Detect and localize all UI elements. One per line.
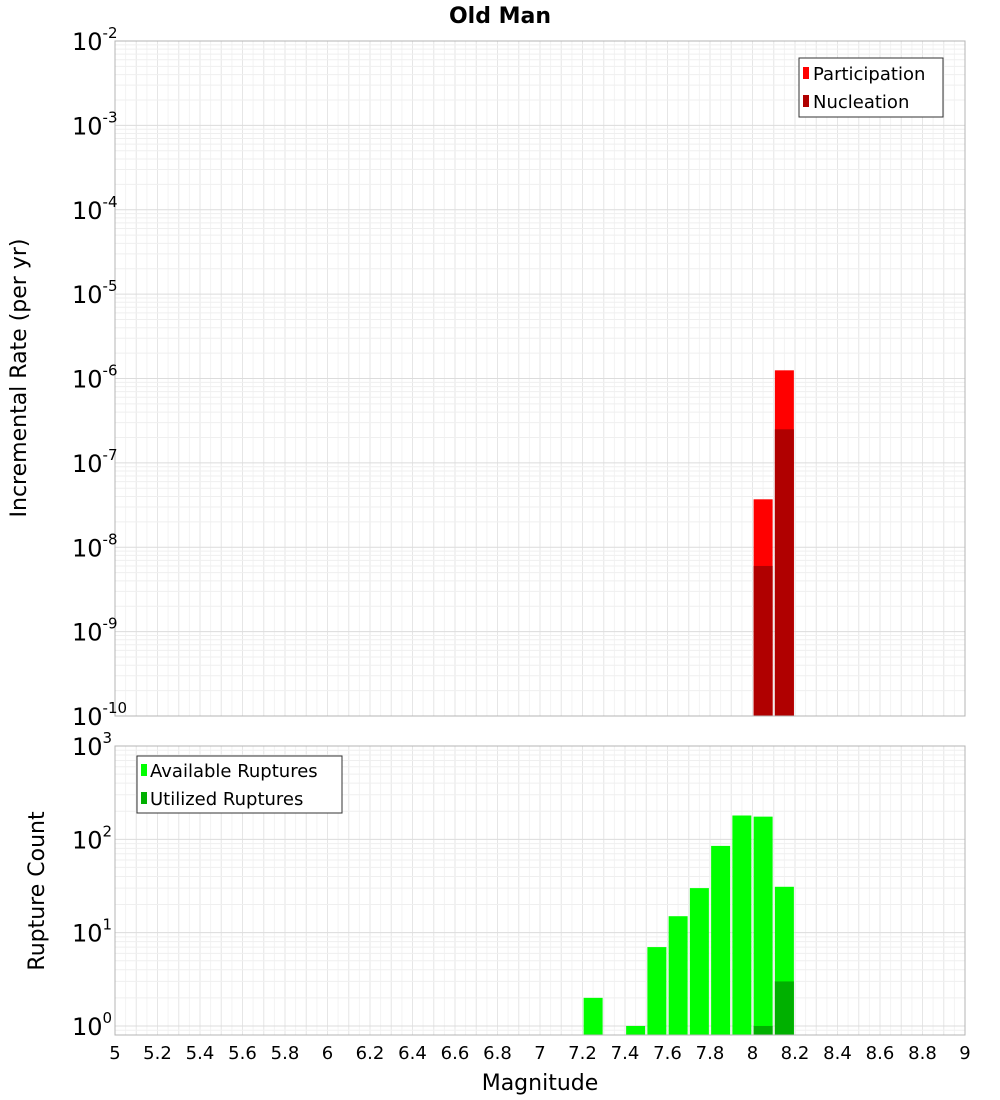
bottom-bar-s1 xyxy=(732,815,752,1035)
bottom-bar-s1 xyxy=(668,916,688,1035)
bottom-x-ticks: 5 5.2 5.4 5.6 5.8 6 6.2 6.4 6.6 6.8 7 7.2 7.4 7.6 7.8 8… xyxy=(109,1043,970,1064)
x-tick-label: 5.6 xyxy=(228,1043,257,1064)
legend-label-participation: Participation xyxy=(813,64,925,85)
top-y-tick-label: 10-2 xyxy=(72,24,118,56)
x-tick-label: 6 xyxy=(322,1043,333,1064)
top-y-tick-label: 10-7 xyxy=(72,446,118,478)
bottom-panel: 100 101 102 103 5 5.2 5.4 5.6 5.8 6 6.2 6.4 6.6 6.8 7… xyxy=(25,729,971,1096)
x-tick-label: 6.8 xyxy=(483,1043,512,1064)
legend-label-utilized: Utilized Ruptures xyxy=(150,789,303,810)
top-y-axis-label: Incremental Rate (per yr) xyxy=(7,239,32,518)
bottom-bar-s1 xyxy=(626,1025,646,1035)
bottom-bar-s1 xyxy=(689,888,709,1035)
x-tick-label: 5 xyxy=(109,1043,120,1064)
x-tick-label: 6.2 xyxy=(356,1043,385,1064)
bottom-legend: Available Ruptures Utilized Ruptures xyxy=(136,755,343,814)
legend-swatch-nucleation xyxy=(803,95,809,107)
top-legend: Participation Nucleation xyxy=(798,57,944,118)
bottom-bar-s1 xyxy=(583,997,603,1035)
bottom-bar-s1 xyxy=(647,947,667,1035)
bottom-y-tick-label: 102 xyxy=(72,822,112,854)
bottom-y-tick-label: 101 xyxy=(72,916,112,948)
x-tick-label: 6.6 xyxy=(441,1043,470,1064)
legend-swatch-participation xyxy=(803,67,809,79)
bottom-plot-border xyxy=(114,745,966,1036)
x-tick-label: 9 xyxy=(959,1043,970,1064)
x-tick-label: 7 xyxy=(534,1043,545,1064)
x-tick-label: 7.4 xyxy=(611,1043,640,1064)
bottom-bar-s2 xyxy=(753,1025,773,1035)
x-tick-label: 5.4 xyxy=(186,1043,215,1064)
bottom-y-axis-label: Rupture Count xyxy=(25,811,50,971)
top-bar-s2 xyxy=(774,429,794,716)
bottom-bar-s1 xyxy=(711,845,731,1035)
top-y-tick-label: 10-3 xyxy=(72,108,118,140)
top-bar-s2 xyxy=(753,565,773,716)
x-tick-label: 7.8 xyxy=(696,1043,725,1064)
legend-swatch-available xyxy=(141,764,147,776)
x-tick-label: 8 xyxy=(747,1043,758,1064)
x-tick-label: 7.2 xyxy=(568,1043,597,1064)
top-plot-border xyxy=(114,40,966,717)
bottom-bar-s1 xyxy=(753,816,773,1035)
bottom-y-tick-label: 103 xyxy=(72,729,112,761)
top-y-tick-label: 10-10 xyxy=(72,699,127,731)
top-panel: 10-10 10-9 10-8 10-7 10-6 10-5 10-4 10-3 10-2 In… xyxy=(7,24,966,731)
top-grid xyxy=(114,41,966,717)
bottom-y-tick-label: 100 xyxy=(72,1009,112,1041)
bottom-legend-box xyxy=(136,755,343,814)
x-tick-label: 6.4 xyxy=(398,1043,427,1064)
top-y-tick-label: 10-6 xyxy=(72,362,118,394)
x-tick-label: 8.2 xyxy=(781,1043,810,1064)
top-legend-box xyxy=(798,57,944,118)
top-bars xyxy=(753,370,794,716)
bottom-y-ticks: 100 101 102 103 xyxy=(72,729,112,1041)
x-tick-label: 8.4 xyxy=(823,1043,852,1064)
bottom-bar-s2 xyxy=(774,981,794,1035)
legend-label-available: Available Ruptures xyxy=(150,761,318,782)
top-y-tick-label: 10-4 xyxy=(72,193,118,225)
x-tick-label: 5.8 xyxy=(271,1043,300,1064)
legend-label-nucleation: Nucleation xyxy=(813,92,909,113)
bottom-bars xyxy=(583,815,794,1035)
top-y-tick-label: 10-8 xyxy=(72,530,118,562)
x-axis-label: Magnitude xyxy=(482,1071,599,1096)
x-tick-label: 8.8 xyxy=(908,1043,937,1064)
top-y-tick-label: 10-5 xyxy=(72,277,118,309)
x-tick-label: 5.2 xyxy=(143,1043,172,1064)
chart-title: Old Man xyxy=(449,4,551,29)
top-y-tick-label: 10-9 xyxy=(72,615,118,647)
legend-swatch-utilized xyxy=(141,792,147,804)
top-y-ticks: 10-10 10-9 10-8 10-7 10-6 10-5 10-4 10-3 10-2 xyxy=(72,24,127,731)
x-tick-label: 8.6 xyxy=(866,1043,895,1064)
x-tick-label: 7.6 xyxy=(653,1043,682,1064)
